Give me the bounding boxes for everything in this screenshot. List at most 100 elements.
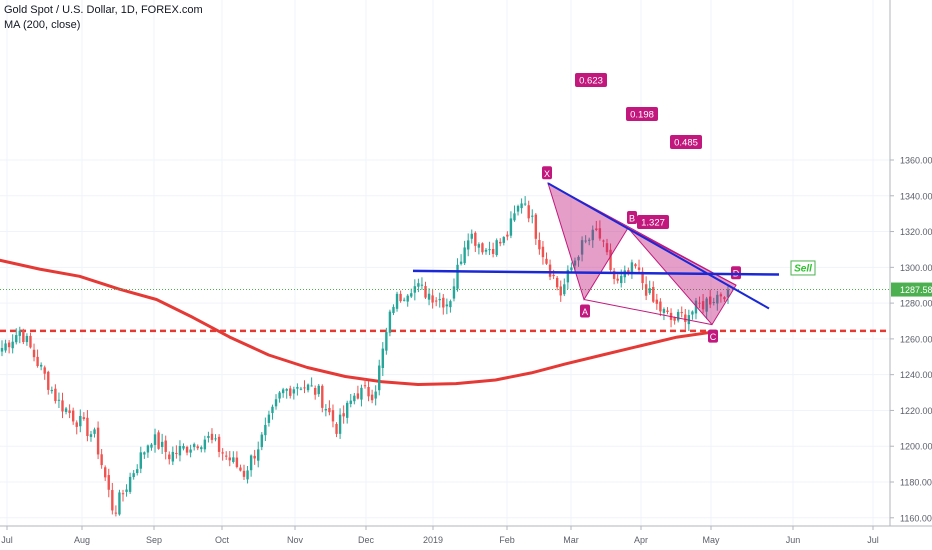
ratio-box [626, 107, 658, 121]
y-tick-label: 1320.00 [900, 227, 932, 237]
candle-body [11, 341, 14, 349]
candle-body [136, 469, 139, 474]
candle-body [121, 493, 125, 495]
candle-body [705, 298, 708, 312]
candle-body [271, 406, 274, 414]
candle-body [86, 417, 89, 437]
candle-body [160, 441, 164, 448]
indicator-title: MA (200, close) [4, 19, 81, 31]
candle-body [452, 286, 456, 299]
candle-body [538, 240, 541, 250]
candle-body [573, 260, 577, 266]
x-tick-label: Feb [499, 535, 515, 545]
candle-body [299, 388, 303, 390]
candle-body [128, 476, 132, 492]
candle-body [545, 258, 548, 264]
y-tick-label: 1160.00 [900, 513, 932, 523]
candle-body [146, 445, 150, 453]
candle-body [509, 218, 513, 236]
candle-body [367, 387, 370, 397]
candle-body [338, 414, 342, 434]
candle-body [630, 262, 634, 274]
candle-body [641, 271, 644, 284]
candle-body [491, 249, 495, 254]
candle-body [132, 473, 135, 478]
candle-body [253, 455, 256, 459]
candle-body [434, 300, 438, 302]
y-tick-label: 1180.00 [900, 478, 932, 488]
ratio-box [670, 135, 702, 149]
candle-body [264, 424, 267, 436]
point-d-label-box [731, 266, 741, 280]
candle-body [342, 413, 345, 417]
trendline-layer: Sell [412, 182, 816, 310]
candle-body [577, 256, 580, 261]
candle-body [15, 335, 18, 343]
candle-body [691, 311, 694, 315]
candle-body [306, 384, 310, 391]
candle-body [153, 434, 157, 445]
candle-body [513, 213, 516, 221]
candle-body [232, 457, 235, 462]
candle-body [321, 385, 324, 408]
candle-body [182, 445, 185, 449]
candle-body [666, 310, 669, 312]
candle-body [370, 394, 374, 401]
candle-body [520, 203, 523, 209]
candle-body [4, 343, 7, 351]
candle-body [292, 389, 296, 394]
candle-body [410, 293, 413, 297]
candle-body [541, 246, 545, 258]
grid-lines [0, 0, 890, 526]
ratio-label: 0.485 [674, 138, 698, 149]
candle-body [531, 215, 534, 217]
y-tick-label: 1300.00 [900, 263, 932, 273]
candle-body [150, 444, 153, 448]
y-tick-label: 1240.00 [900, 370, 932, 380]
candle-body [459, 261, 463, 264]
candle-body [481, 243, 484, 253]
candle-body [22, 330, 25, 342]
candle-body [591, 229, 594, 241]
symbol-title: Gold Spot / U.S. Dollar, 1D, FOREX.com [4, 4, 203, 16]
candle-body [118, 492, 121, 515]
candle-body [75, 422, 78, 427]
candle-body [566, 269, 570, 283]
candle-body [210, 433, 214, 440]
candle-body [463, 247, 466, 264]
candle-body [684, 314, 687, 322]
candle-body [516, 206, 520, 212]
candle-body [111, 490, 114, 511]
point-a-label-box [580, 304, 590, 318]
candle-body [612, 270, 616, 279]
candle-body [395, 293, 399, 309]
candle-body [506, 234, 509, 237]
candle-body [93, 429, 96, 434]
candle-body [225, 455, 228, 457]
candle-body [260, 434, 263, 448]
candle-body [534, 214, 538, 239]
candle-body [570, 267, 573, 271]
candle-body [189, 449, 192, 453]
candle-body [164, 440, 167, 452]
candle-body [420, 284, 424, 286]
candle-body [239, 467, 242, 471]
candle-body [18, 330, 21, 336]
candle-body [64, 408, 68, 412]
x-tick-label: Jul [867, 535, 879, 545]
candle-body [676, 311, 680, 321]
candle-body [346, 402, 349, 418]
candle-body [499, 241, 502, 244]
candle-body [616, 278, 619, 281]
point-x-label: X [544, 169, 550, 179]
candle-body [605, 243, 609, 253]
candle-body [495, 240, 498, 256]
candle-body [324, 409, 328, 411]
candle-body [43, 367, 46, 374]
candle-body [71, 410, 75, 422]
candle-body [602, 240, 605, 242]
candle-body [381, 348, 384, 368]
candle-body [335, 423, 338, 434]
